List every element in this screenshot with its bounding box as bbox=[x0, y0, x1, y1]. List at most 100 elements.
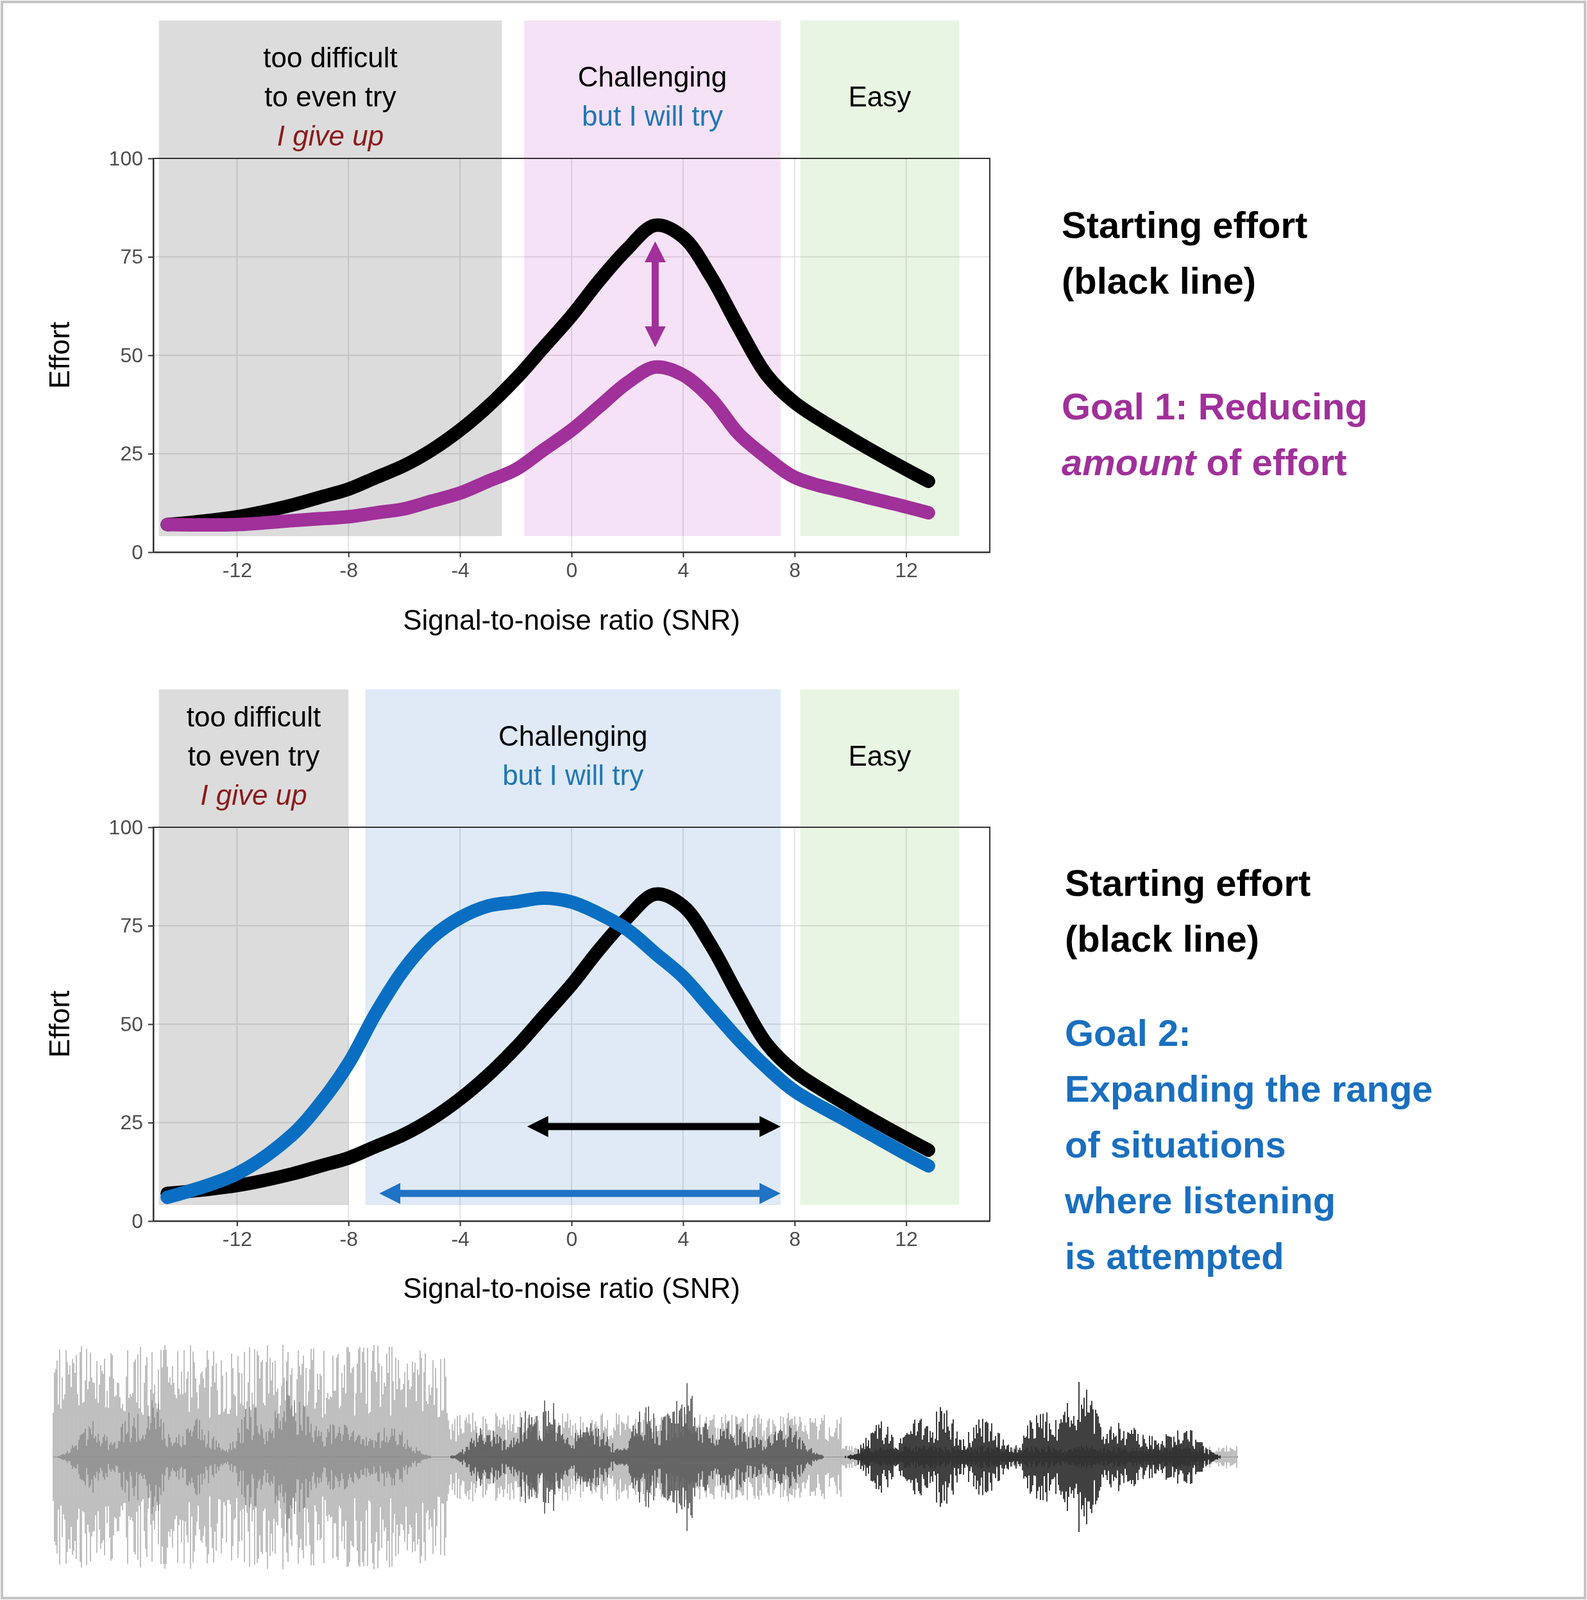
tick-mark bbox=[682, 552, 684, 558]
tick-mark bbox=[148, 1024, 154, 1026]
tick: -8 bbox=[339, 552, 358, 582]
side-goal-part: where listening bbox=[1064, 1179, 1336, 1222]
tick-label: -12 bbox=[222, 1227, 253, 1251]
region bbox=[159, 20, 503, 537]
region-label: to even try bbox=[264, 80, 396, 113]
marks bbox=[167, 894, 929, 1198]
side-goal-part: of effort bbox=[1195, 441, 1347, 484]
tick: 4 bbox=[677, 552, 689, 582]
region-label: to even try bbox=[187, 740, 320, 772]
x-axis-title: Signal-to-noise ratio (SNR) bbox=[402, 604, 741, 636]
region-labels: too difficult to even try I give up Challen… bbox=[263, 41, 911, 152]
side-goal-part: Expanding the range bbox=[1064, 1068, 1434, 1110]
tick-label: 25 bbox=[119, 441, 144, 466]
arrow bbox=[651, 254, 659, 335]
region-label: Easy bbox=[848, 80, 911, 113]
tick: 12 bbox=[894, 552, 918, 582]
side-goal-part: Goal 2: bbox=[1064, 1012, 1192, 1054]
tick-label: 0 bbox=[131, 1209, 144, 1233]
tick: -8 bbox=[339, 1221, 358, 1251]
side-goal: of situations bbox=[1064, 1123, 1287, 1166]
side-heading: (black line) bbox=[1064, 917, 1260, 960]
waveform-speech bbox=[845, 1382, 1221, 1533]
tick-mark bbox=[571, 552, 573, 558]
x-axis: -12-8-404812 bbox=[153, 1221, 991, 1251]
region-label: Easy bbox=[848, 740, 911, 772]
tick-mark bbox=[148, 552, 154, 554]
tick: 25 bbox=[119, 1111, 154, 1135]
tick-label: -4 bbox=[450, 1227, 469, 1251]
tick: 0 bbox=[566, 552, 578, 582]
tick: 100 bbox=[109, 815, 154, 840]
tick-mark bbox=[148, 1221, 154, 1223]
region-labels: too difficult to even try I give up Challen… bbox=[186, 701, 912, 811]
region bbox=[524, 20, 781, 537]
side-heading: Starting effort bbox=[1061, 203, 1308, 246]
tick: 100 bbox=[109, 146, 154, 170]
tick-label: 0 bbox=[566, 1227, 578, 1251]
tick-mark bbox=[459, 552, 462, 558]
tick-mark bbox=[348, 552, 350, 558]
tick-mark bbox=[459, 1221, 462, 1227]
tick-label: 50 bbox=[119, 343, 144, 367]
side-goal: amount of effort bbox=[1061, 441, 1348, 484]
tick-label: 0 bbox=[566, 558, 578, 582]
tick-mark bbox=[794, 1221, 796, 1227]
tick-label: 12 bbox=[894, 558, 918, 582]
y-axis-title: Effort bbox=[43, 991, 76, 1058]
tick-mark bbox=[682, 1221, 684, 1227]
tick: -12 bbox=[222, 552, 253, 582]
tick-label: -8 bbox=[339, 1227, 358, 1251]
region-label: too difficult bbox=[186, 701, 322, 733]
tick: -4 bbox=[450, 552, 469, 582]
region-label: Challenging bbox=[498, 720, 648, 752]
tick-mark bbox=[571, 1221, 573, 1227]
panel: too difficult to even try I give up Challen… bbox=[43, 20, 1368, 636]
waveform-noise bbox=[53, 1345, 446, 1570]
region-note: I give up bbox=[277, 119, 384, 152]
tick-label: 75 bbox=[119, 914, 144, 938]
tick-label: 8 bbox=[789, 558, 801, 582]
x-axis: -12 -8 -4 0 4 8 12 bbox=[153, 552, 991, 582]
plot-frame bbox=[153, 158, 990, 553]
regions bbox=[159, 20, 959, 537]
tick: 12 bbox=[894, 1221, 918, 1251]
tick-mark bbox=[148, 925, 154, 927]
tick-label: 100 bbox=[109, 146, 144, 170]
region-label: too difficult bbox=[263, 41, 398, 74]
arrow bbox=[539, 1123, 768, 1131]
tick-label: 75 bbox=[119, 245, 144, 269]
tick: 25 bbox=[119, 441, 154, 466]
side-goal-part: amount bbox=[1061, 441, 1198, 484]
tick-mark bbox=[148, 256, 154, 258]
tick-label: 50 bbox=[119, 1012, 144, 1036]
region-note: I give up bbox=[200, 779, 307, 811]
tick-mark bbox=[348, 1221, 350, 1227]
side-goal: Expanding the range bbox=[1064, 1068, 1434, 1110]
effort-curve bbox=[167, 366, 929, 525]
figure: too difficult to even try I give up Challen… bbox=[0, 0, 1587, 1600]
y-axis-title: Effort bbox=[43, 322, 76, 389]
tick-mark bbox=[905, 1221, 908, 1227]
tick-mark bbox=[794, 552, 796, 558]
waveform-speech bbox=[58, 1381, 431, 1534]
tick: 75 bbox=[119, 914, 154, 938]
tick-label: 12 bbox=[894, 1227, 918, 1251]
tick: 50 bbox=[119, 1012, 154, 1036]
tick: 0 bbox=[566, 1221, 578, 1251]
tick: -4 bbox=[450, 1221, 469, 1251]
side-goal-part: is attempted bbox=[1064, 1235, 1285, 1278]
tick-mark bbox=[148, 158, 154, 160]
tick: 8 bbox=[789, 552, 801, 582]
tick-label: 100 bbox=[109, 815, 144, 840]
side-goal: Goal 1: Reducing bbox=[1061, 385, 1368, 428]
figure-border bbox=[1, 1, 1586, 1599]
tick-label: 4 bbox=[677, 558, 689, 582]
region-label: Challenging bbox=[577, 60, 727, 93]
region bbox=[159, 689, 349, 1206]
tick-label: 4 bbox=[677, 1227, 689, 1251]
tick: 50 bbox=[119, 343, 154, 367]
region-note: but I will try bbox=[581, 100, 723, 132]
effort-curve bbox=[167, 225, 929, 525]
tick-label: 25 bbox=[119, 1111, 144, 1135]
